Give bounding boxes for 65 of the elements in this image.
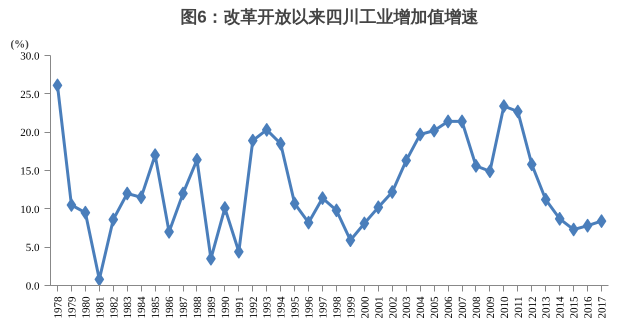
x-tick-label: 2008: [470, 296, 483, 318]
y-tick-label: 25.0: [20, 88, 40, 101]
x-tick-label: 1998: [331, 296, 344, 318]
x-tick-label: 1979: [66, 296, 78, 318]
x-tick-label: 2009: [484, 296, 497, 318]
point: [108, 212, 118, 227]
x-tick-label: 1996: [304, 296, 316, 318]
x-tick-label: 1986: [164, 296, 176, 318]
x-tick-label: 1991: [234, 296, 246, 318]
x-tick-label: 2004: [415, 296, 428, 318]
x-tick-label: 2015: [568, 296, 581, 318]
x-tick-label: 1982: [108, 296, 120, 318]
point: [387, 184, 398, 199]
x-tick-label: 2010: [498, 296, 511, 318]
x-tick-label: 2000: [359, 296, 372, 318]
x-tick-label: 2014: [554, 296, 567, 318]
point: [178, 186, 188, 200]
x-tick-label: 1993: [262, 296, 274, 318]
x-tick-label: 2002: [387, 296, 400, 318]
x-tick-label: 1985: [150, 296, 162, 318]
point: [401, 154, 412, 168]
x-tick-label: 1994: [276, 296, 288, 318]
x-tick-label: 2016: [582, 296, 595, 318]
point: [262, 122, 272, 137]
x-tick-label: 2012: [526, 296, 539, 318]
point: [276, 136, 286, 151]
x-tick-label: 1992: [248, 296, 260, 318]
point: [540, 192, 551, 207]
x-tick-label: 2011: [512, 296, 525, 318]
x-tick-label: 2003: [401, 296, 414, 318]
point: [373, 200, 384, 214]
x-tick-label: 1990: [220, 296, 232, 318]
y-tick-label: 15.0: [20, 166, 40, 178]
point: [415, 127, 426, 142]
x-tick-label: 1981: [94, 296, 106, 318]
chart-title: 图6：改革开放以来四川工业增加值增速: [180, 8, 479, 26]
point: [512, 104, 523, 118]
point: [66, 198, 76, 212]
y-tick-label: 30.0: [20, 50, 40, 62]
point: [554, 212, 565, 226]
x-tick-label: 1984: [136, 296, 148, 318]
y-tick-label: 0.0: [26, 280, 40, 292]
point: [122, 186, 132, 200]
x-tick-label: 1987: [178, 296, 190, 318]
x-tick-label: 2017: [596, 296, 609, 318]
x-tick-label: 1978: [52, 296, 64, 318]
x-tick-label: 2005: [429, 296, 442, 318]
x-tick-label: 1988: [192, 296, 204, 318]
x-tick-label: 1997: [318, 296, 330, 318]
x-tick-label: 2001: [373, 296, 386, 318]
y-axis-title: (%): [10, 38, 30, 50]
x-tick-label: 1989: [206, 296, 218, 318]
x-tick-label: 2013: [540, 296, 553, 318]
x-tick-label: 1995: [290, 296, 302, 318]
point: [248, 134, 258, 148]
x-tick-label: 2007: [457, 296, 470, 318]
point: [136, 190, 146, 204]
x-tick-label: 1980: [80, 296, 92, 318]
y-tick-label: 20.0: [20, 127, 40, 140]
y-tick-label: 5.0: [26, 242, 40, 254]
x-tick-label: 1999: [345, 296, 358, 318]
x-tick-label: 2006: [443, 296, 456, 318]
point: [526, 157, 537, 172]
y-tick-label: 10.0: [20, 204, 40, 216]
x-tick-label: 1983: [122, 296, 134, 318]
